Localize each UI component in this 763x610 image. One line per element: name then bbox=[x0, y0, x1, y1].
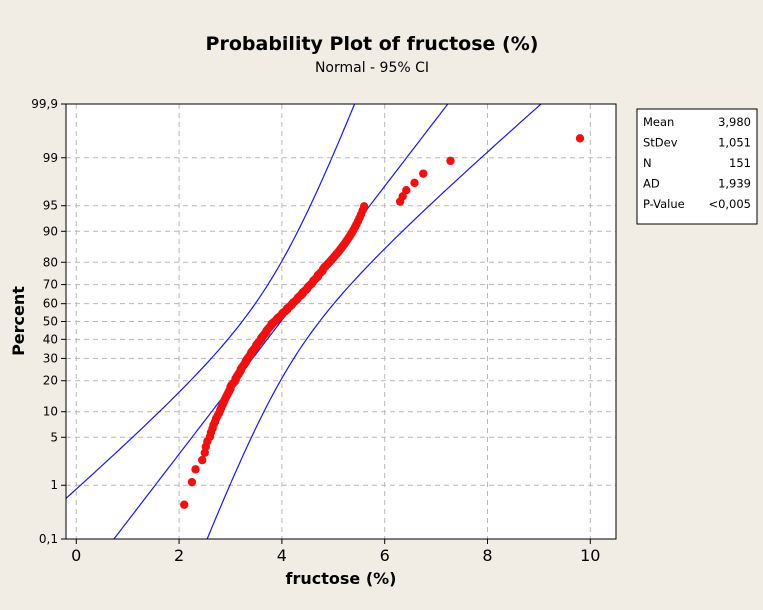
x-tick-label: 10 bbox=[580, 546, 600, 565]
data-point bbox=[398, 192, 407, 201]
y-axis: 0,1 1 5 10 20 30 40 50 60 70 80 90 95 99 99,9 bbox=[31, 97, 66, 546]
y-tick-label: 5 bbox=[50, 430, 58, 444]
y-tick-label: 50 bbox=[43, 315, 58, 329]
stats-legend: Mean 3,980 StDev 1,051 N 151 AD 1,939 P-Value <0,… bbox=[636, 108, 758, 225]
x-tick-label: 2 bbox=[174, 546, 184, 565]
y-tick-label: 60 bbox=[43, 297, 58, 311]
x-axis-title: fructose (%) bbox=[286, 569, 397, 588]
stat-label: Mean bbox=[643, 115, 674, 129]
chart-subtitle: Normal - 95% CI bbox=[315, 60, 429, 76]
legend-box bbox=[636, 108, 758, 225]
y-tick-label: 20 bbox=[43, 374, 58, 388]
stat-label: AD bbox=[643, 177, 660, 191]
data-points bbox=[180, 134, 585, 509]
data-point bbox=[575, 134, 585, 143]
stat-value: 151 bbox=[729, 156, 751, 170]
ci-upper-line bbox=[66, 104, 356, 500]
y-tick-label: 70 bbox=[43, 278, 58, 292]
stat-value: <0,005 bbox=[708, 197, 751, 211]
y-tick-label: 99 bbox=[43, 151, 58, 165]
fit-lines bbox=[66, 104, 542, 539]
x-tick-label: 8 bbox=[482, 546, 492, 565]
stat-label: P-Value bbox=[643, 197, 685, 211]
y-tick-label: 80 bbox=[43, 255, 58, 269]
data-point bbox=[187, 477, 197, 487]
stat-value: 3,980 bbox=[718, 115, 751, 129]
y-tick-label: 30 bbox=[43, 351, 58, 365]
y-axis-title: Percent bbox=[9, 286, 28, 356]
y-tick-label: 10 bbox=[43, 405, 58, 419]
y-tick-label: 0,1 bbox=[39, 532, 58, 546]
x-tick-label: 6 bbox=[380, 546, 390, 565]
y-tick-label: 99,9 bbox=[31, 97, 58, 111]
y-tick-label: 1 bbox=[50, 478, 58, 492]
data-point bbox=[359, 202, 369, 211]
data-point bbox=[180, 500, 189, 509]
data-point bbox=[419, 169, 428, 178]
y-tick-label: 40 bbox=[43, 332, 58, 346]
y-tick-label: 95 bbox=[43, 199, 58, 213]
fit-line bbox=[113, 104, 449, 539]
data-point bbox=[191, 465, 200, 474]
data-point bbox=[410, 178, 419, 188]
ci-lower-line bbox=[206, 104, 542, 539]
x-axis: 0 2 4 6 8 10 bbox=[71, 539, 600, 565]
data-point bbox=[402, 185, 411, 195]
stat-label: N bbox=[643, 156, 652, 170]
chart-title: Probability Plot of fructose (%) bbox=[206, 33, 539, 55]
y-tick-label: 90 bbox=[43, 224, 58, 238]
stat-label: StDev bbox=[643, 136, 678, 150]
data-point bbox=[198, 455, 207, 465]
x-tick-label: 0 bbox=[71, 546, 81, 565]
stat-value: 1,051 bbox=[718, 136, 751, 150]
stat-value: 1,939 bbox=[718, 177, 751, 191]
x-tick-label: 4 bbox=[277, 546, 287, 565]
data-point bbox=[446, 156, 455, 166]
